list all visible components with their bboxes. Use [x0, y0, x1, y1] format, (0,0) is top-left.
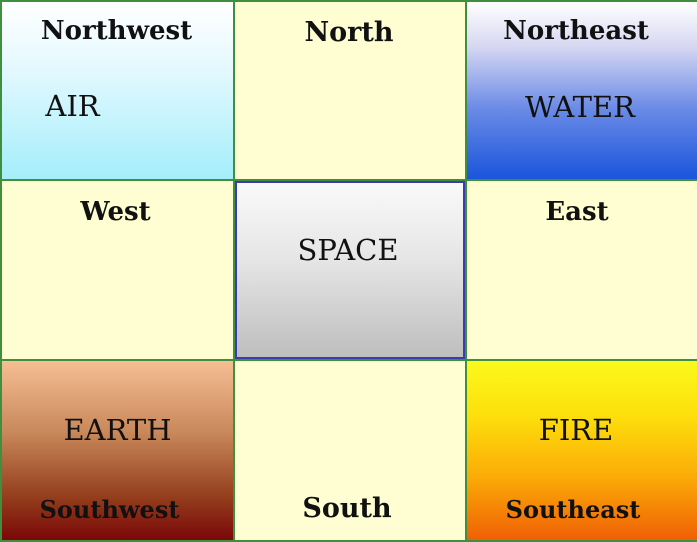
cell-center: SPACE	[235, 181, 465, 359]
cell-southwest: EARTH Southwest	[2, 361, 233, 540]
direction-label-west: West	[80, 197, 151, 227]
cell-east: East	[467, 181, 697, 359]
direction-label-southwest: Southwest	[39, 495, 180, 524]
cell-northeast: Northeast WATER	[467, 2, 697, 179]
element-label-air: AIR	[45, 89, 100, 123]
cell-north: North	[235, 2, 465, 179]
cell-northwest: Northwest AIR	[2, 2, 233, 179]
cell-southeast: FIRE Southeast	[467, 361, 697, 540]
element-label-water: WATER	[524, 90, 636, 124]
direction-label-south: South	[302, 493, 392, 524]
direction-label-northeast: Northeast	[503, 16, 649, 46]
cell-south: South	[235, 361, 465, 540]
direction-label-north: North	[304, 17, 394, 48]
element-label-space: SPACE	[297, 233, 399, 267]
element-label-fire: FIRE	[538, 413, 614, 447]
element-label-earth: EARTH	[63, 413, 172, 447]
cell-west: West	[2, 181, 233, 359]
direction-label-east: East	[545, 197, 609, 227]
direction-label-northwest: Northwest	[40, 16, 193, 46]
direction-label-southeast: Southeast	[505, 495, 641, 524]
